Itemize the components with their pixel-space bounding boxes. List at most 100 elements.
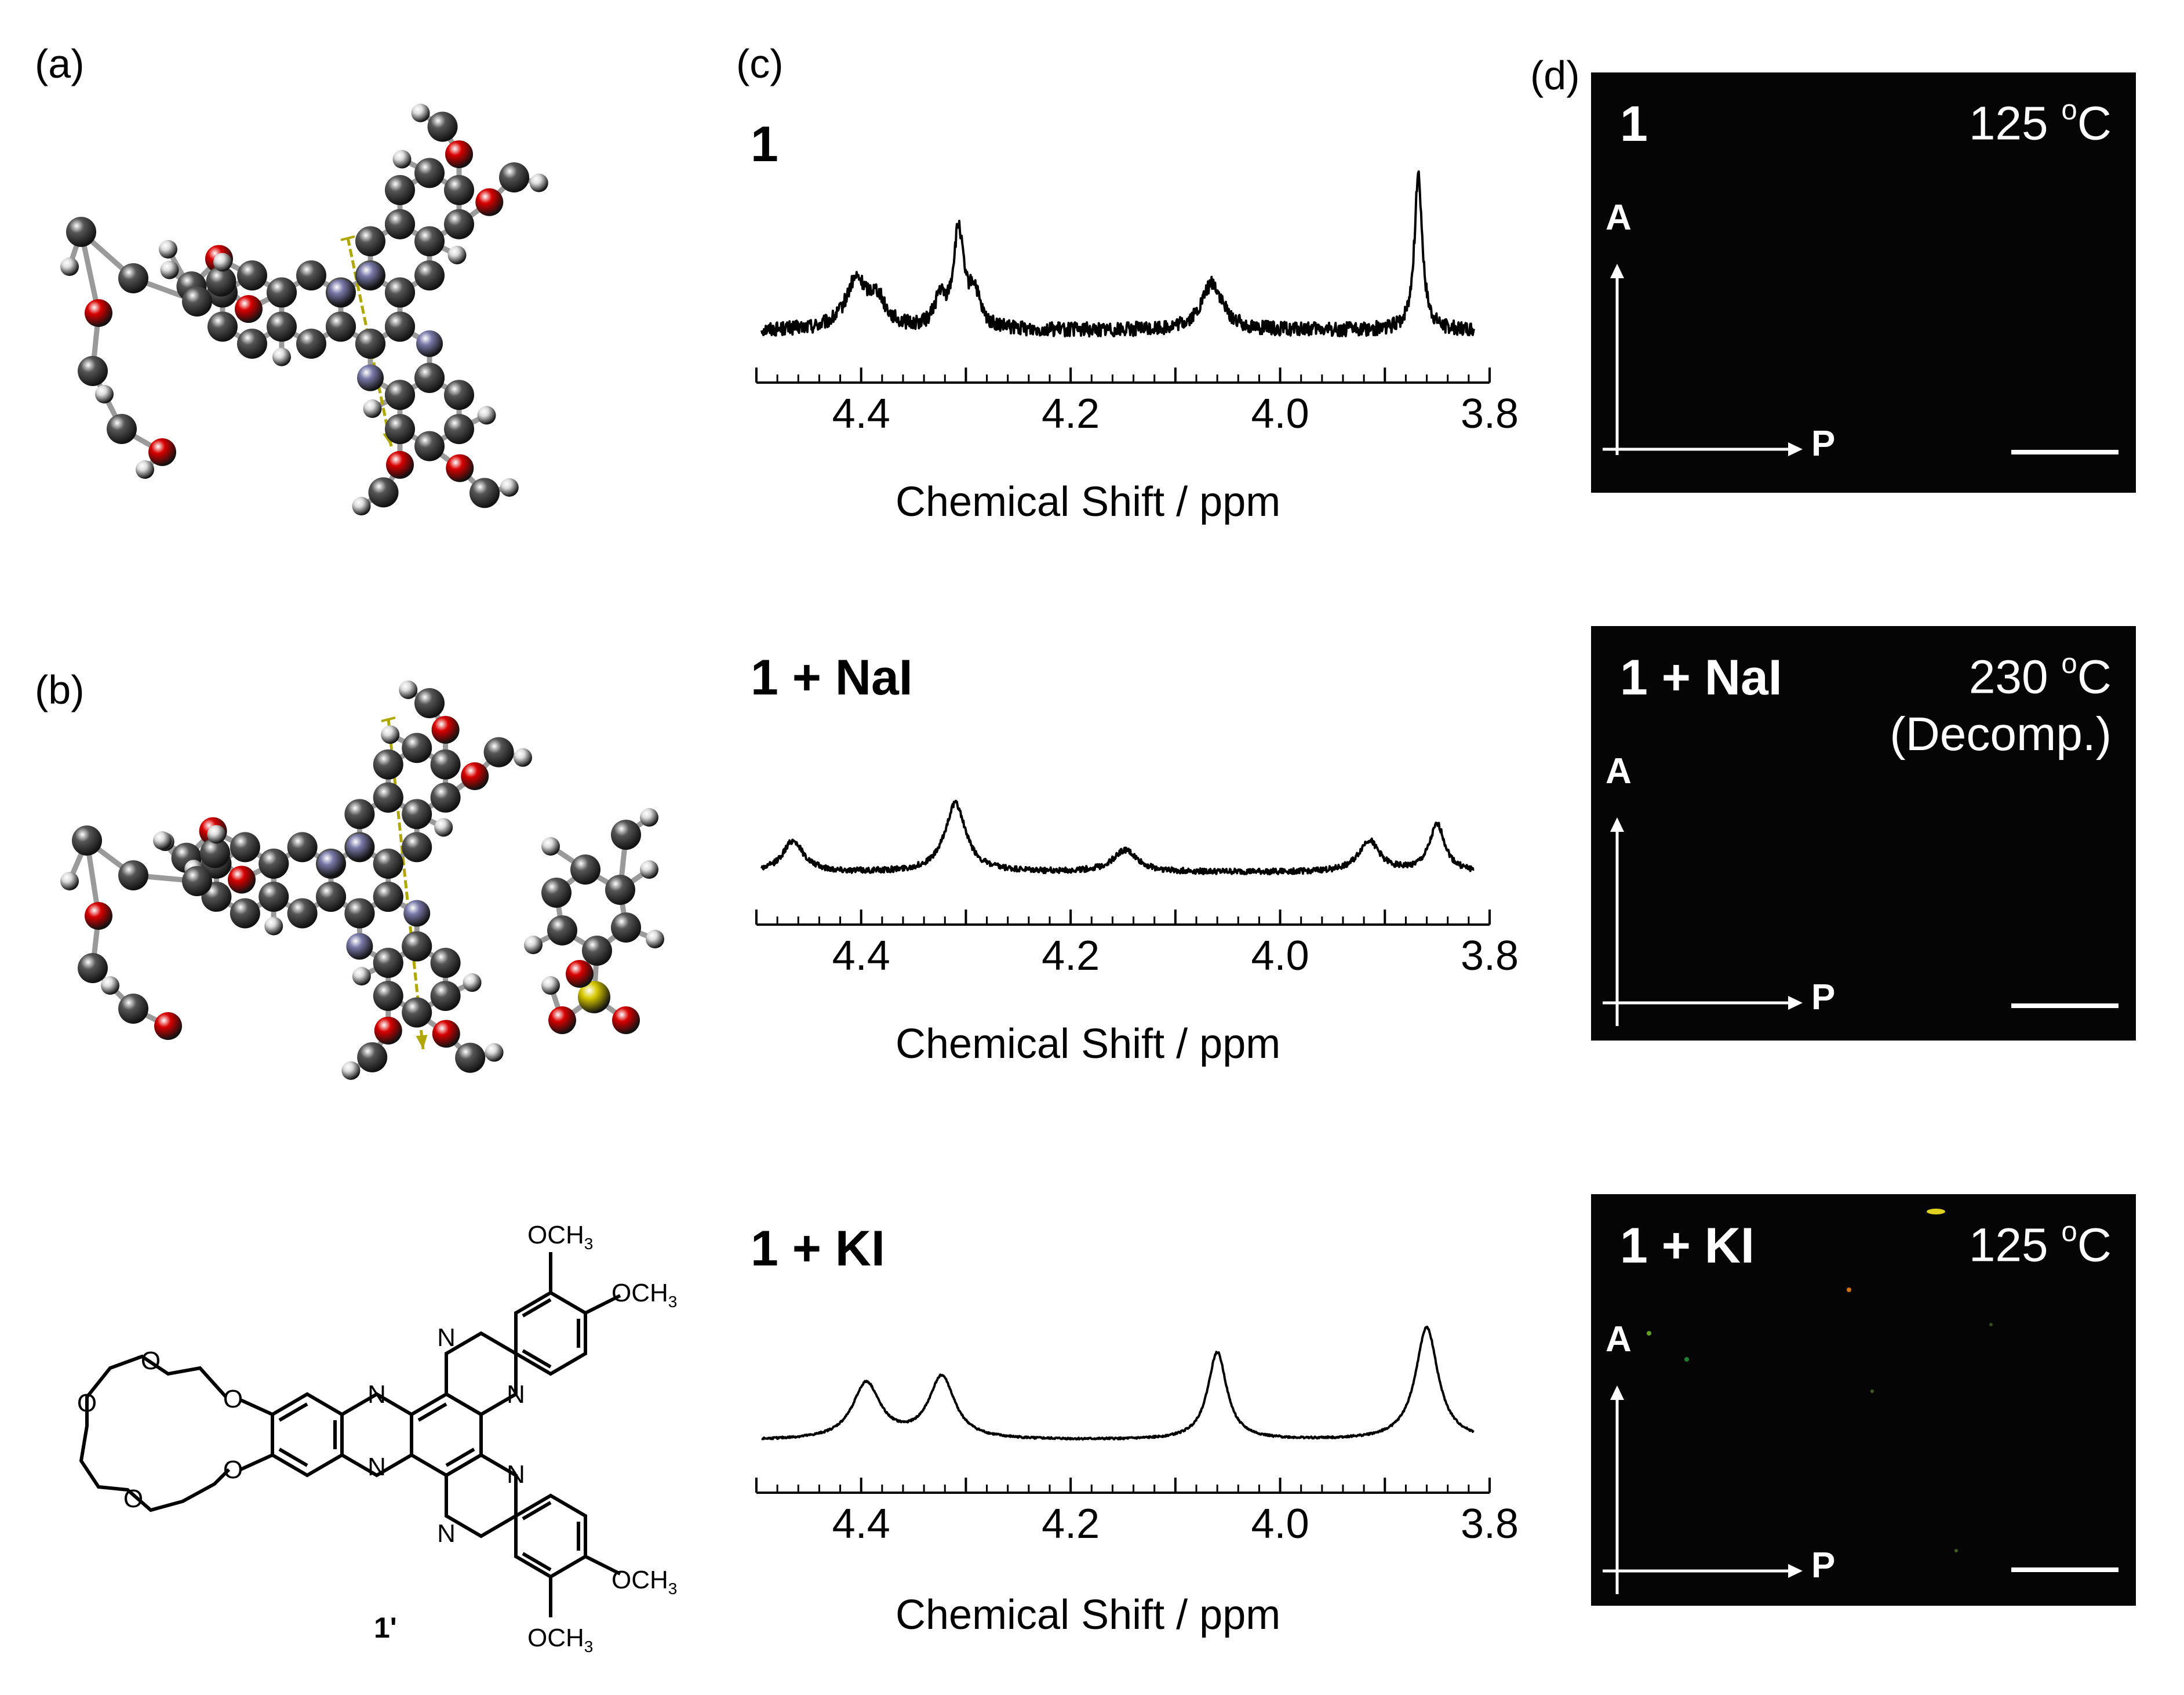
atom-hydrogen: [646, 930, 664, 948]
spectrum-line: [760, 799, 1475, 876]
pom-image-2: 1 + NaI 230 oC (Decomp.) A P: [1591, 626, 2136, 1041]
atom-carbon: [230, 832, 260, 863]
atom-carbon: [373, 981, 403, 1012]
atom-nitrogen: [327, 279, 354, 306]
atom-hydrogen: [500, 478, 519, 497]
polarizer-label: P: [1811, 424, 1836, 464]
tick-label: 4.4: [832, 933, 890, 979]
atom-carbon: [373, 881, 403, 912]
atom-hydrogen: [477, 406, 496, 425]
polarizer-axes: [1603, 817, 2119, 1026]
atom-carbon: [182, 866, 212, 896]
nmr-spectrum-1: 4.4 4.2 4.0 3.8: [755, 170, 1519, 437]
atom-carbon: [414, 260, 445, 291]
atom-carbon: [287, 898, 318, 929]
atom-oxygen: [431, 715, 460, 744]
pom-temperature: 230 oC: [1968, 648, 2112, 704]
atom-carbon: [355, 328, 385, 359]
atom-hydrogen: [352, 497, 371, 516]
atom-oxygen: [566, 960, 594, 988]
atom-hydrogen: [640, 860, 658, 879]
pom-image-3: 1 + KI 125 oC A P: [1591, 1194, 2136, 1606]
atom-oxygen: [228, 865, 256, 894]
atom-carbon: [78, 953, 108, 983]
och3-subscript: 3: [584, 1638, 594, 1656]
atom-carbon: [541, 878, 572, 908]
atom-hydrogen: [447, 245, 467, 264]
atom-hydrogen: [434, 818, 453, 837]
atom-nitrogen: [318, 850, 345, 877]
x-axis-label-1: Chemical Shift / ppm: [896, 479, 1281, 525]
tick-label: 4.4: [832, 391, 890, 437]
atom-carbon: [344, 898, 375, 929]
atom-hydrogen: [207, 825, 226, 844]
atom-carbon: [182, 286, 212, 317]
atom-hydrogen: [153, 831, 172, 850]
atom-carbon: [259, 881, 289, 912]
atom-carbon: [570, 854, 600, 885]
nmr-spectrum-2: 4.4 4.2 4.0 3.8: [755, 799, 1519, 979]
panel-label-a: (a): [35, 41, 85, 86]
atom-carbon: [414, 362, 445, 393]
atom-carbon: [373, 782, 403, 813]
polarizer-axes: [1603, 1209, 2119, 1594]
atom-carbon: [118, 263, 148, 293]
atom-hydrogen: [60, 872, 79, 890]
tick-label: 4.0: [1251, 1501, 1309, 1547]
atom-oxygen: [154, 1012, 182, 1040]
atom-carbon: [469, 478, 500, 508]
molecular-model-a: [60, 103, 548, 516]
atom-carbon: [118, 860, 148, 890]
atom-oxygen: [374, 1016, 402, 1045]
och3-subscript: 3: [584, 1235, 594, 1253]
svg-text:OCH3: OCH3: [611, 1566, 677, 1598]
atom-oxygen: [461, 762, 489, 790]
atom-carbon: [259, 848, 289, 879]
atom-hydrogen: [524, 936, 543, 954]
atom-carbon: [444, 380, 475, 410]
atom-oxygen: [446, 454, 474, 482]
atom-carbon: [72, 825, 102, 856]
atom-hydrogen: [399, 680, 418, 699]
atom-hydrogen: [411, 103, 430, 122]
svg-text:OCH3: OCH3: [527, 1221, 593, 1253]
atom-carbon: [373, 749, 403, 780]
atom-carbon: [236, 328, 267, 359]
atom-carbon: [605, 875, 635, 905]
atom-carbon: [296, 260, 326, 291]
atom-carbon: [430, 749, 461, 780]
atom-o: O: [141, 1347, 161, 1375]
atom-carbon: [414, 688, 445, 718]
och3-subscript: 3: [668, 1580, 678, 1598]
atom-hydrogen: [101, 976, 119, 995]
atom-o: O: [123, 1485, 143, 1513]
atom-carbon: [427, 111, 458, 142]
dipole-arrow: [381, 716, 428, 1050]
svg-text:OCH3: OCH3: [611, 1279, 677, 1311]
atom-hydrogen: [541, 837, 560, 856]
atom-carbon: [414, 158, 445, 188]
atom-oxygen: [432, 1020, 460, 1048]
och3-label: OCH: [527, 1221, 584, 1249]
tick-label: 3.8: [1461, 1501, 1519, 1547]
atom-carbon: [430, 782, 461, 813]
atom-n: N: [437, 1519, 456, 1548]
och3-subscript: 3: [668, 1293, 678, 1311]
atom-carbon: [78, 356, 108, 386]
atom-carbon: [402, 799, 432, 830]
spectrum-title-1: 1: [751, 117, 778, 172]
pom-temperature: 125 oC: [1968, 94, 2112, 150]
tick-label: 4.2: [1042, 933, 1100, 979]
atom-hydrogen: [463, 973, 482, 992]
atom-carbon: [611, 820, 641, 850]
atom-carbon: [236, 260, 267, 291]
chemical-structure-1prime: N N N N N N O O O O O OCH3 OCH3 OCH3 OCH…: [77, 1221, 677, 1656]
atom-o: O: [223, 1385, 243, 1413]
atom-n: N: [507, 1460, 525, 1489]
atom-hydrogen: [160, 260, 179, 279]
atom-oxygen: [445, 140, 474, 169]
atom-oxygen: [85, 902, 112, 930]
atom-carbon: [402, 931, 432, 962]
atom-carbon: [200, 838, 231, 868]
panel-label-d: (d): [1530, 53, 1580, 98]
